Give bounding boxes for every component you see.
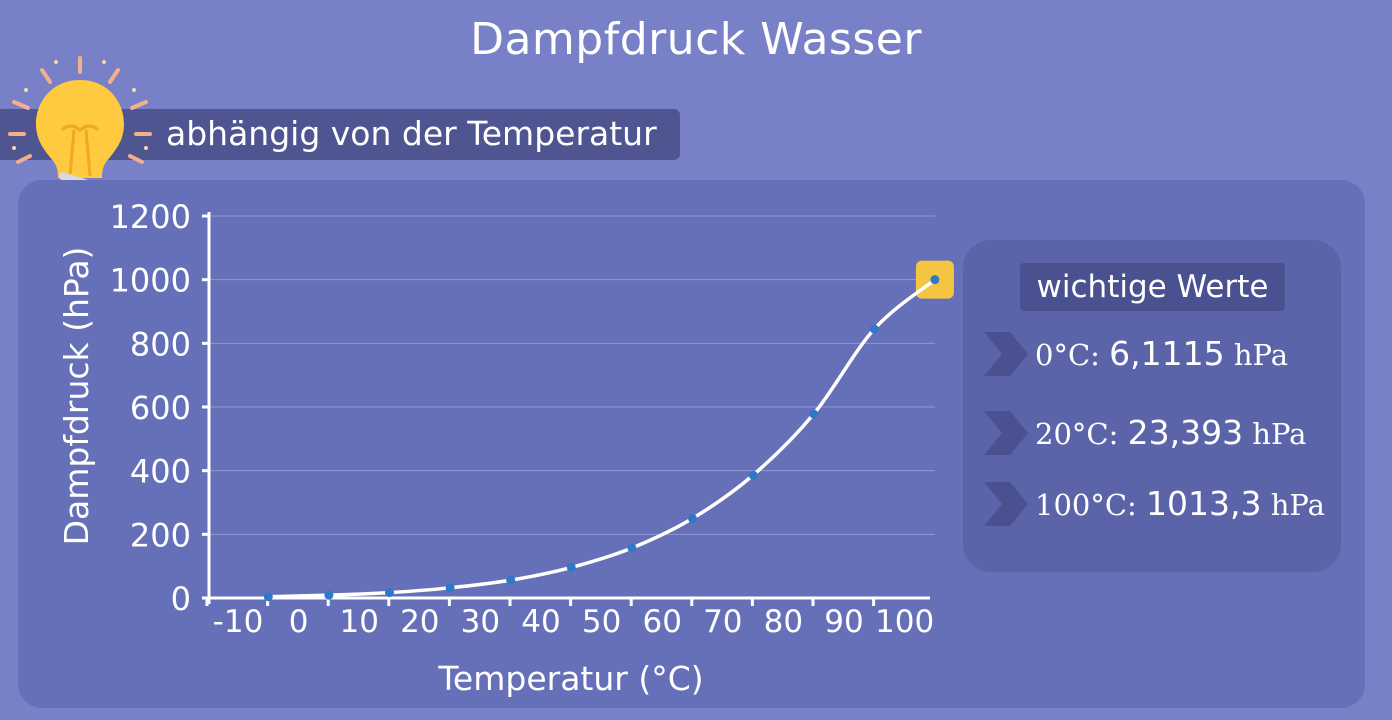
x-tick-label: 60	[642, 604, 681, 640]
x-tick-label: 70	[703, 604, 742, 640]
important-values-title: wichtige Werte	[1020, 263, 1285, 311]
light-bulb-icon	[8, 56, 152, 213]
chevron-right-icon	[984, 332, 1028, 376]
vapor-pressure-curve	[266, 277, 937, 599]
value-temp: 0°C:	[1035, 338, 1100, 372]
y-tick-label: 400	[130, 453, 191, 491]
chart-ticks: 0 200 400 600 800 1000 1200 -10 0 10 20 30 40 50 60 70 8…	[110, 198, 935, 640]
x-tick-label: 30	[461, 604, 500, 640]
data-point	[930, 275, 940, 285]
data-point	[263, 592, 273, 602]
chart-series	[263, 260, 954, 602]
data-point	[627, 543, 637, 553]
y-tick-label: 800	[130, 325, 191, 363]
data-point	[506, 575, 516, 585]
value-temp: 20°C:	[1035, 417, 1119, 451]
value-number: 23,393	[1127, 413, 1244, 452]
y-tick-label: 0	[171, 580, 191, 618]
y-tick-label: 600	[130, 389, 191, 427]
value-unit: hPa	[1233, 338, 1289, 372]
x-tick-label: 50	[582, 604, 621, 640]
y-axis-label: Dampfdruck (hPa)	[57, 247, 96, 546]
chart-grid	[209, 215, 935, 535]
value-unit: hPa	[1270, 488, 1325, 522]
data-point	[324, 590, 334, 600]
x-tick-label: 90	[824, 604, 863, 640]
x-tick-label: 10	[339, 604, 378, 640]
x-tick-label: 40	[521, 604, 560, 640]
value-temp: 100°C:	[1035, 488, 1137, 522]
x-tick-label: 0	[289, 604, 309, 640]
data-point	[809, 409, 819, 419]
x-axis-label: Temperatur (°C)	[437, 659, 703, 698]
data-point	[748, 470, 758, 480]
x-tick-label: 20	[400, 604, 439, 640]
subtitle: abhängig von der Temperatur	[166, 114, 657, 153]
x-tick-label: -10	[213, 604, 264, 640]
data-point	[869, 324, 879, 334]
value-unit: hPa	[1252, 417, 1307, 451]
chevron-right-icon	[984, 482, 1028, 526]
x-tick-label: 100	[875, 604, 934, 640]
chevron-right-icon	[984, 411, 1028, 455]
y-tick-label: 1000	[110, 262, 191, 300]
data-point	[445, 583, 455, 593]
page-title: Dampfdruck Wasser	[470, 14, 922, 65]
x-tick-label: 80	[764, 604, 803, 640]
y-tick-label: 200	[130, 516, 191, 554]
chart-axes	[207, 212, 930, 604]
y-tick-label: 1200	[110, 198, 191, 236]
data-point	[688, 513, 697, 523]
data-point	[385, 588, 394, 598]
value-number: 6,1115	[1109, 334, 1225, 373]
data-point	[566, 562, 576, 572]
value-number: 1013,3	[1146, 484, 1262, 523]
